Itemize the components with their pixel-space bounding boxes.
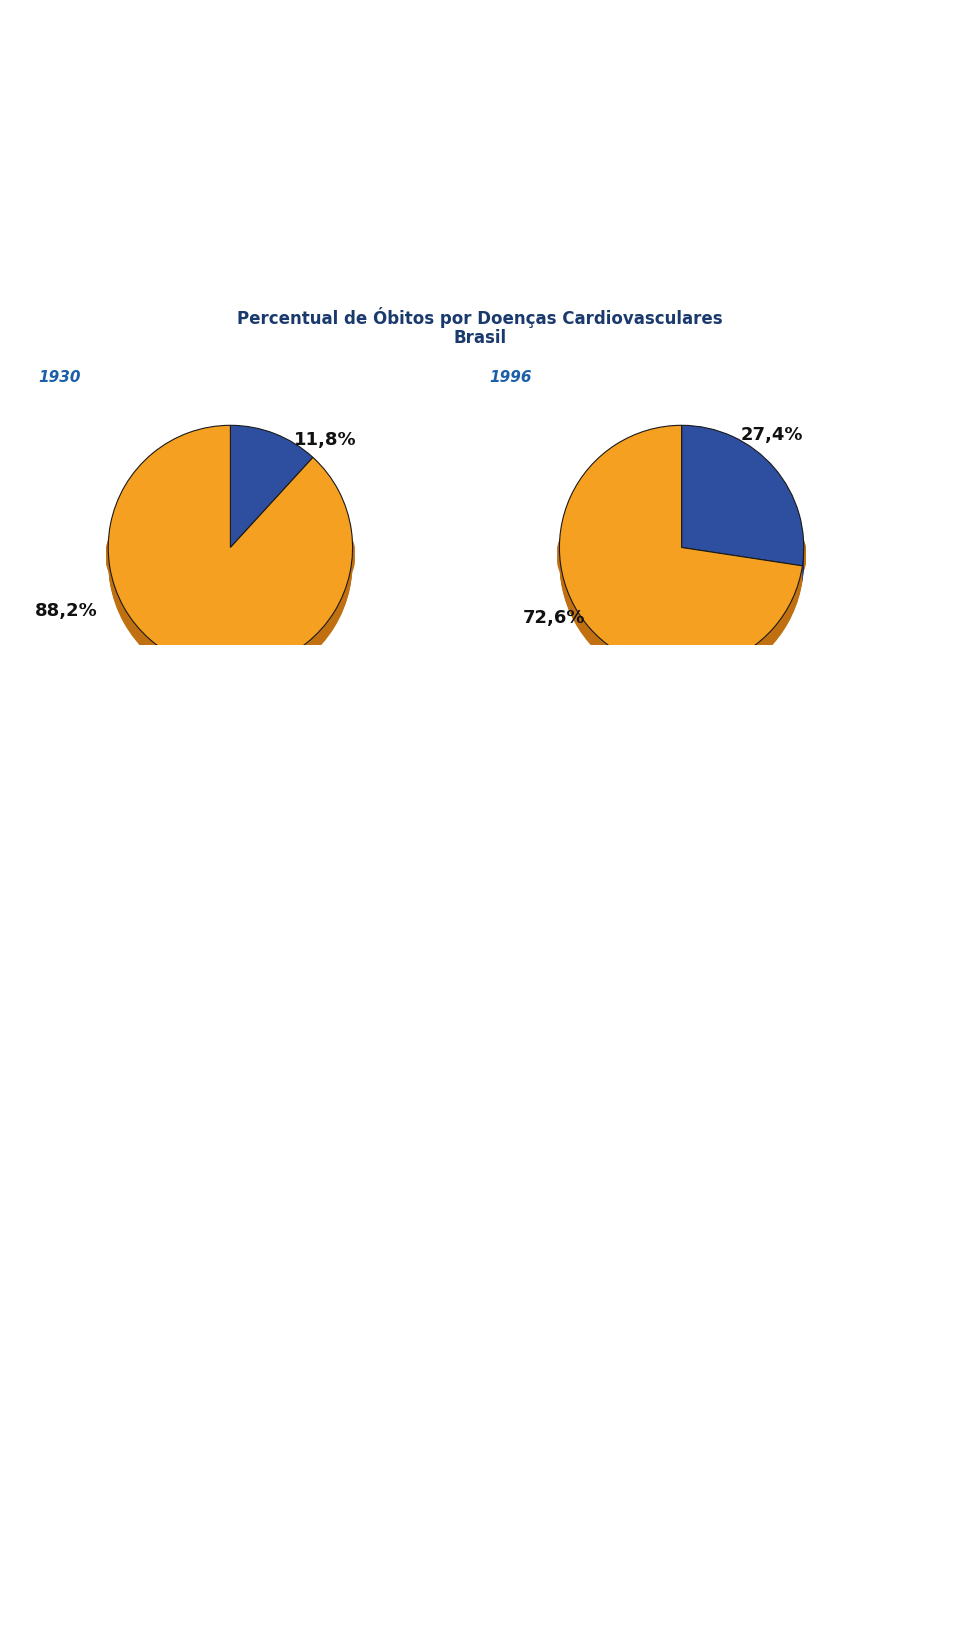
Text: 1996: 1996: [490, 371, 532, 386]
Ellipse shape: [107, 521, 354, 606]
Wedge shape: [108, 437, 352, 682]
Text: Brasil: Brasil: [453, 330, 507, 348]
Wedge shape: [682, 440, 804, 580]
Wedge shape: [108, 437, 352, 681]
Wedge shape: [682, 428, 804, 570]
Text: Percentual de Óbitos por Doenças Cardiovasculares: Percentual de Óbitos por Doenças Cardiov…: [237, 308, 723, 328]
Ellipse shape: [107, 511, 354, 597]
Wedge shape: [560, 428, 803, 674]
Ellipse shape: [558, 519, 805, 605]
Ellipse shape: [107, 513, 354, 598]
Wedge shape: [560, 442, 803, 686]
Ellipse shape: [558, 509, 805, 595]
Wedge shape: [230, 435, 313, 557]
Ellipse shape: [558, 517, 805, 603]
Ellipse shape: [558, 516, 805, 602]
Ellipse shape: [558, 513, 805, 598]
Ellipse shape: [107, 508, 354, 593]
Text: 72,6%: 72,6%: [523, 610, 586, 628]
Wedge shape: [108, 430, 352, 676]
Text: 1930: 1930: [38, 371, 81, 386]
Text: 11,8%: 11,8%: [294, 432, 356, 448]
Wedge shape: [560, 427, 803, 671]
Wedge shape: [230, 427, 313, 549]
Ellipse shape: [558, 504, 805, 590]
Wedge shape: [682, 428, 804, 569]
Wedge shape: [682, 437, 804, 577]
Wedge shape: [560, 440, 803, 684]
Wedge shape: [560, 437, 803, 681]
Ellipse shape: [107, 516, 354, 602]
Ellipse shape: [107, 509, 354, 595]
Wedge shape: [560, 435, 803, 679]
Wedge shape: [682, 435, 804, 575]
Wedge shape: [108, 440, 352, 684]
Wedge shape: [230, 425, 313, 547]
Text: 27,4%: 27,4%: [740, 427, 803, 443]
Wedge shape: [230, 437, 313, 559]
Ellipse shape: [107, 516, 354, 602]
Wedge shape: [682, 438, 804, 578]
Wedge shape: [230, 442, 313, 564]
Wedge shape: [108, 438, 352, 682]
Wedge shape: [560, 437, 803, 682]
Wedge shape: [560, 428, 803, 672]
Ellipse shape: [558, 516, 805, 602]
Ellipse shape: [558, 508, 805, 593]
Ellipse shape: [558, 509, 805, 595]
Wedge shape: [108, 428, 352, 674]
Wedge shape: [108, 425, 352, 669]
Wedge shape: [560, 430, 803, 676]
Ellipse shape: [107, 517, 354, 603]
Wedge shape: [108, 427, 352, 671]
Ellipse shape: [558, 514, 805, 600]
Wedge shape: [560, 433, 803, 677]
Ellipse shape: [558, 506, 805, 592]
Wedge shape: [108, 435, 352, 679]
Wedge shape: [230, 437, 313, 559]
Wedge shape: [560, 438, 803, 682]
Wedge shape: [230, 428, 313, 552]
Wedge shape: [230, 433, 313, 555]
Ellipse shape: [558, 521, 805, 606]
Ellipse shape: [107, 509, 354, 595]
Wedge shape: [108, 432, 352, 676]
Wedge shape: [682, 430, 804, 572]
Wedge shape: [108, 428, 352, 672]
Wedge shape: [682, 425, 804, 565]
Ellipse shape: [107, 514, 354, 600]
Wedge shape: [230, 430, 313, 552]
Ellipse shape: [107, 519, 354, 605]
Ellipse shape: [558, 511, 805, 597]
Wedge shape: [230, 440, 313, 562]
Text: 88,2%: 88,2%: [35, 602, 98, 620]
Ellipse shape: [107, 504, 354, 590]
Wedge shape: [230, 438, 313, 560]
Wedge shape: [108, 442, 352, 686]
Wedge shape: [230, 432, 313, 554]
Wedge shape: [682, 442, 804, 582]
Wedge shape: [560, 425, 803, 669]
Wedge shape: [560, 432, 803, 676]
Wedge shape: [682, 437, 804, 578]
Wedge shape: [682, 432, 804, 572]
Wedge shape: [108, 433, 352, 677]
Wedge shape: [682, 427, 804, 567]
Wedge shape: [682, 433, 804, 574]
Ellipse shape: [107, 506, 354, 592]
Wedge shape: [230, 428, 313, 550]
